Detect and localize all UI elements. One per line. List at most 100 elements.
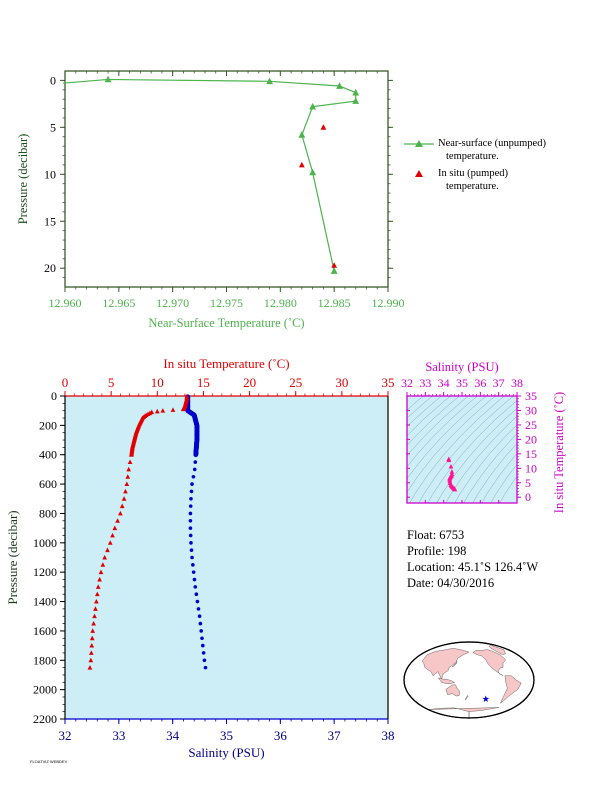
temperature-point [127, 459, 133, 465]
temperature-point [160, 408, 166, 413]
isopycnal-line [407, 396, 478, 468]
temperature-point [94, 598, 99, 604]
map-land [437, 677, 456, 685]
temperature-point [115, 518, 120, 523]
near-surface-line [62, 78, 357, 272]
float-location-star-icon [482, 695, 490, 702]
temp-tick-label: 25 [289, 375, 302, 390]
x-tick-label: 12.965 [102, 296, 135, 310]
isopycnal-line [407, 396, 469, 457]
chart-legend: Near-surface (unpumped) temperature. In … [404, 137, 546, 197]
isopycnal-line [472, 442, 517, 503]
ts-point [449, 469, 455, 474]
float-id: Float: 6753 [407, 528, 465, 542]
pressure-tick-label: 1800 [33, 653, 57, 667]
isopycnal-line [436, 407, 517, 503]
pressure-tick-label: 400 [39, 448, 57, 462]
ts-salinity-tick-label: 38 [511, 376, 523, 390]
temperature-point [105, 547, 110, 553]
ts-temp-axis-label: In situ Temperature (˚C) [552, 392, 566, 513]
map-land [488, 645, 506, 655]
temperature-point [102, 554, 108, 560]
near-surface-point [352, 97, 360, 104]
ts-temp-tick-label: 30 [525, 403, 537, 417]
salinity-point [194, 452, 198, 457]
pressure-tick-label: 1400 [33, 595, 57, 609]
temperature-point [87, 665, 93, 670]
temperature-point [88, 657, 94, 663]
plot-background [65, 396, 388, 719]
temperature-point [123, 488, 128, 494]
temperature-point [88, 650, 94, 655]
ts-salinity-axis-label: Salinity (PSU) [425, 360, 498, 374]
salinity-point [193, 460, 198, 464]
legend-item-near-surface: Near-surface (unpumped) temperature. [404, 137, 546, 163]
temperature-point [98, 569, 104, 575]
isopycnal-line [409, 396, 505, 503]
ts-temp-tick-label: 10 [525, 461, 537, 475]
x-tick-label: 12.970 [156, 296, 189, 310]
near-surface-point [298, 131, 306, 138]
map-land [445, 684, 460, 697]
map-land [428, 707, 500, 718]
ts-point [448, 463, 454, 469]
x-tick-label: 12.985 [318, 296, 351, 310]
salinity-point [190, 555, 194, 560]
salinity-point [191, 474, 196, 479]
near-surface-point [309, 102, 317, 110]
float-info: Float: 6753 Profile: 198 Location: 45.1˚… [407, 527, 538, 591]
in-situ-point [331, 262, 338, 268]
salinity-point [191, 563, 195, 567]
ts-salinity-tick-label: 32 [401, 376, 413, 390]
salinity-point [202, 658, 207, 663]
location: Location: 45.1˚S 126.4˚W [407, 560, 539, 574]
temperature-point [170, 407, 176, 412]
salinity-point [196, 607, 201, 611]
legend-line-triangle-icon [404, 140, 434, 147]
isopycnal-line [427, 400, 517, 503]
salinity-tick-label: 38 [382, 728, 395, 743]
ts-temp-tick-label: 5 [525, 476, 531, 490]
salinity-point [194, 592, 199, 597]
near-surface-chart: 12.960 12.965 12.970 12.975 12.980 12.985 12.9… [16, 70, 405, 330]
ts-salinity-tick-label: 37 [493, 376, 505, 390]
x-axis-label: Near-Surface Temperature (˚C) [148, 316, 304, 330]
x-tick-label: 12.980 [264, 296, 297, 310]
ts-temp-tick-label: 35 [525, 389, 537, 403]
temp-tick-label: 15 [197, 375, 210, 390]
pressure-tick-label: 2200 [33, 712, 57, 726]
salinity-point [190, 482, 194, 486]
temperature-point [94, 591, 100, 597]
temperature-point [90, 628, 96, 633]
isopycnal-line [407, 396, 460, 446]
salinity-point [188, 504, 193, 508]
near-surface-point [309, 168, 317, 176]
salinity-point [195, 599, 200, 604]
salinity-point [201, 643, 205, 648]
world-map [403, 641, 535, 719]
in-situ-point [320, 124, 327, 130]
temperature-point [118, 510, 123, 516]
salinity-point [189, 541, 193, 545]
ts-temp-tick-label: 15 [525, 447, 537, 461]
pressure-tick-label: 200 [39, 418, 57, 432]
pressure-tick-label: 0 [51, 389, 57, 403]
pressure-tick-label: 600 [39, 477, 57, 491]
salinity-point [192, 577, 197, 582]
salinity-point [189, 548, 194, 552]
salinity-tick-label: 32 [59, 728, 72, 743]
salinity-point [188, 526, 193, 530]
temperature-point [89, 635, 95, 641]
map-land [500, 675, 522, 704]
temperature-point [119, 503, 125, 509]
profile-number: Profile: 198 [407, 544, 467, 558]
salinity-point [193, 585, 198, 589]
ts-salinity-tick-label: 34 [438, 376, 450, 390]
y-tick-label: 15 [44, 214, 56, 228]
temperature-point [93, 606, 98, 611]
temperature-point [92, 613, 97, 619]
profile-chart: 32 33 34 35 36 37 38 0 5 10 15 20 25 30 35 0 200 400 600 80… [5, 356, 395, 760]
y-tick-label: 5 [50, 120, 56, 134]
near-surface-point [266, 77, 273, 85]
salinity-tick-label: 37 [328, 728, 342, 743]
